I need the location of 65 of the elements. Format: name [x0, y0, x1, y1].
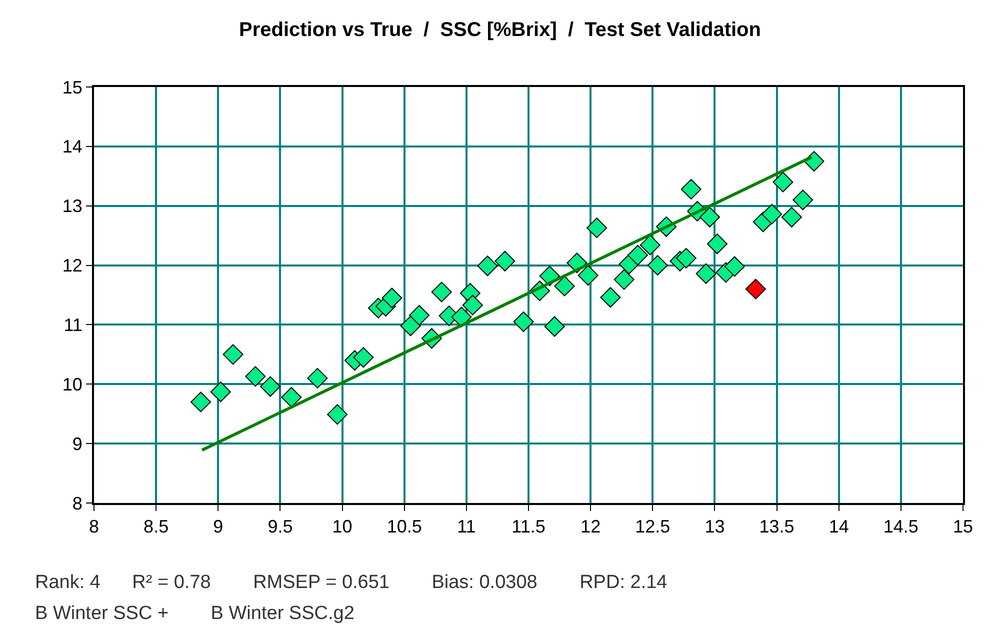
- x-tick-label: 9: [213, 516, 224, 537]
- point: [544, 316, 565, 337]
- x-tick-label: 9.5: [268, 516, 293, 537]
- y-tick-label: 14: [62, 136, 82, 157]
- x-tick-label: 14.5: [883, 516, 918, 537]
- y-tick-label: 13: [62, 196, 82, 216]
- chart-title: Prediction vs True / SSC [%Brix] / Test Set Validation: [239, 19, 761, 42]
- point: [245, 366, 266, 387]
- point: [578, 265, 598, 286]
- point: [706, 234, 728, 254]
- x-tick-label: 10: [332, 516, 352, 537]
- point: [628, 244, 648, 266]
- x-tick-label: 8.5: [144, 516, 169, 537]
- y-tick-label: 10: [62, 374, 82, 394]
- x-tick-label: 13: [704, 516, 725, 537]
- point: [676, 248, 696, 268]
- y-tick-label: 11: [64, 315, 82, 336]
- x-tick-label: 15: [952, 516, 974, 537]
- point: [762, 204, 782, 224]
- x-tick-label: 13.5: [759, 516, 794, 537]
- point: [409, 304, 430, 326]
- text: B Winter SSC + B Winter SSC.g2: [35, 603, 354, 624]
- x-tick-label: 11: [457, 516, 476, 537]
- point: [724, 256, 745, 277]
- point: [554, 276, 575, 296]
- y-tick-label: 9: [72, 434, 82, 454]
- x-tick-label: 10.5: [386, 516, 422, 537]
- point: [586, 218, 608, 238]
- point: [327, 404, 348, 425]
- point: [222, 344, 244, 365]
- point: [680, 178, 702, 200]
- point: [614, 269, 634, 290]
- x-tick-label: 11.5: [512, 516, 546, 537]
- point: [745, 278, 766, 300]
- y-tick-label: 12: [62, 256, 82, 276]
- point: [696, 263, 716, 284]
- point: [260, 376, 281, 397]
- point: [400, 316, 421, 336]
- point: [307, 368, 328, 388]
- point: [792, 190, 814, 210]
- point: [647, 255, 668, 276]
- x-tick-label: 8: [88, 516, 100, 537]
- y-tick-label: 15: [62, 77, 82, 98]
- y-tick-label: 8: [72, 493, 82, 514]
- point: [431, 282, 452, 302]
- point: [190, 392, 212, 412]
- point: [451, 306, 472, 328]
- point: [477, 256, 498, 276]
- point: [600, 287, 621, 308]
- point: [700, 206, 720, 228]
- point: [210, 382, 231, 402]
- point: [640, 234, 660, 256]
- point: [382, 288, 402, 308]
- point: [462, 294, 483, 316]
- x-tick-label: 12.5: [635, 516, 670, 537]
- x-tick-label: 14: [828, 516, 849, 537]
- point: [513, 311, 534, 332]
- point: [804, 151, 824, 172]
- point: [353, 347, 374, 368]
- point: [781, 206, 802, 228]
- point: [772, 172, 794, 192]
- text: Rank: 4 R² = 0.78 RMSEP = 0.651 Bias: 0.0308 RPD: 2.14: [35, 572, 668, 593]
- point: [494, 250, 516, 272]
- x-tick-label: 12: [580, 516, 601, 537]
- point: [281, 386, 302, 408]
